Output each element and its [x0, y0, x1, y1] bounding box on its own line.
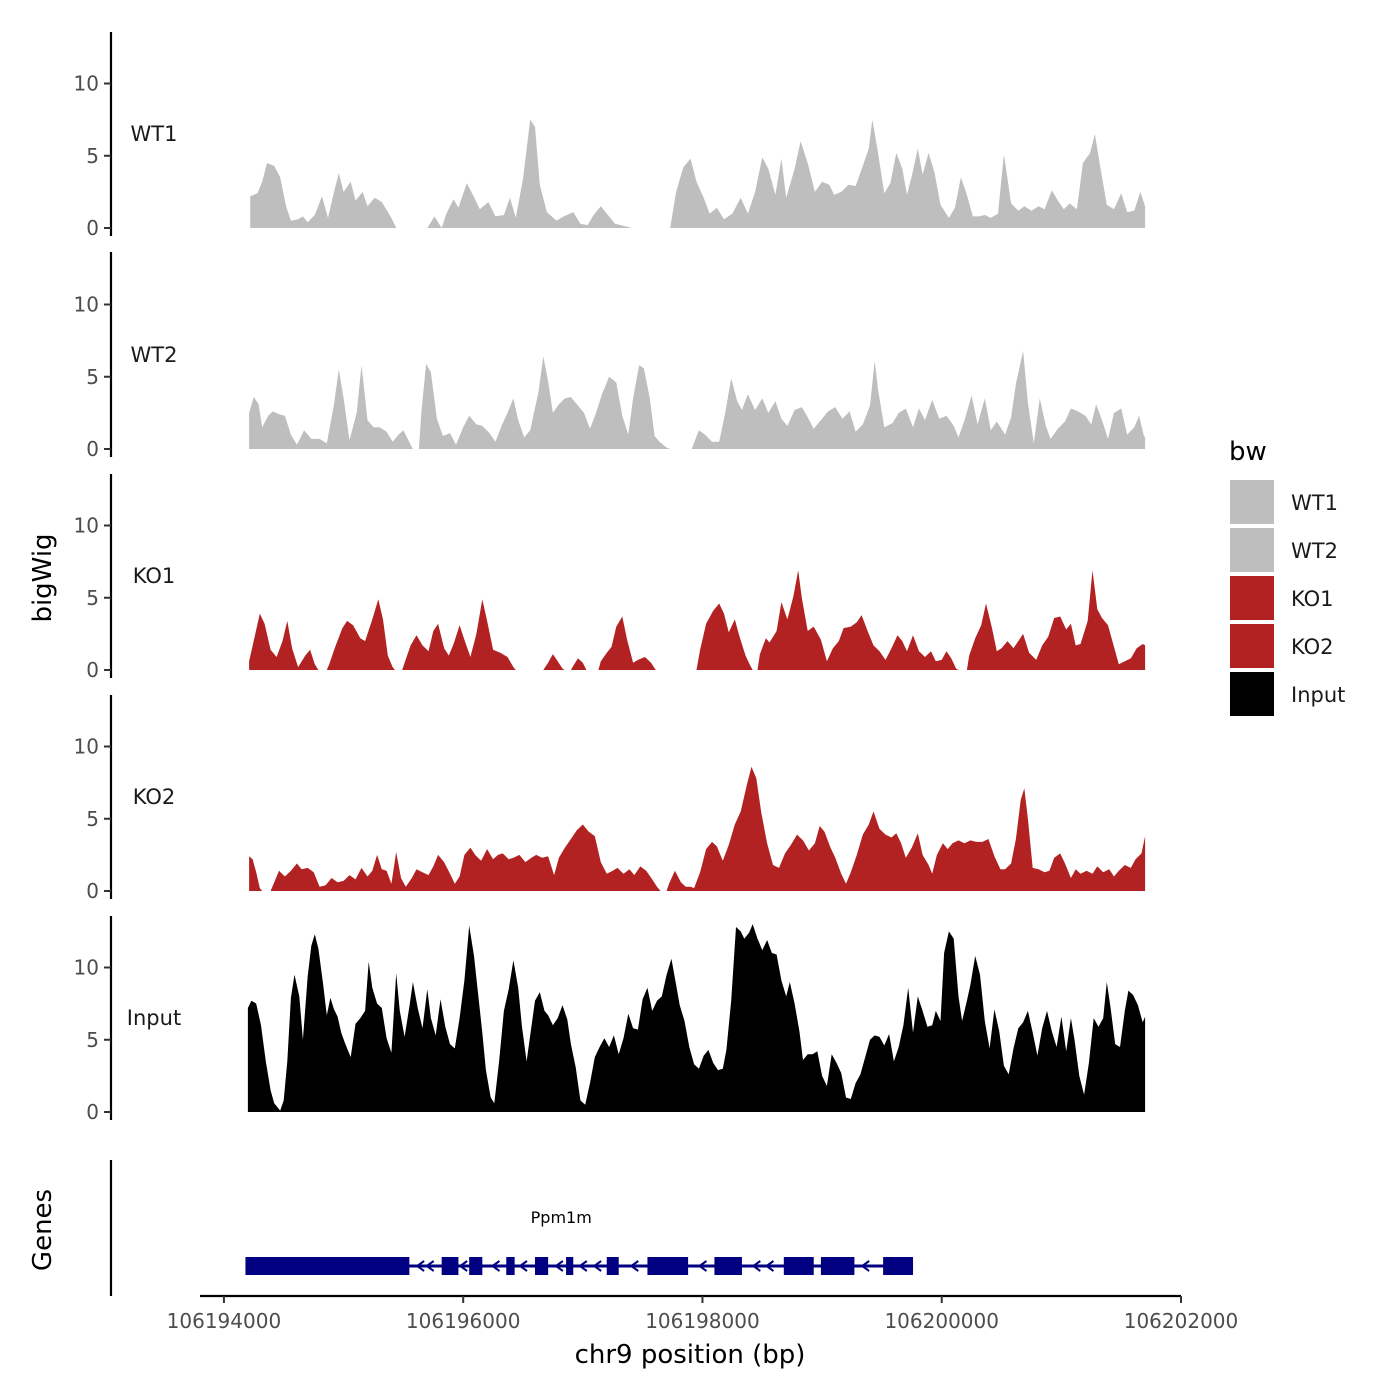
genes-axis-title: Genes: [28, 1189, 58, 1271]
gene-exon: [506, 1257, 515, 1275]
track-input: 0 5 10 Input: [74, 916, 1146, 1124]
gene-label: Ppm1m: [531, 1208, 592, 1227]
gene-exon: [469, 1257, 483, 1275]
signal-area-input: [247, 924, 1146, 1112]
legend-title: bw: [1229, 437, 1267, 467]
legend-key-input: [1230, 672, 1274, 716]
x-tick-label: 106194000: [167, 1309, 282, 1333]
gene-exon: [783, 1257, 814, 1275]
y-tick-label: 10: [74, 735, 99, 759]
legend-key-wt2: [1230, 528, 1274, 572]
gene-exon: [245, 1257, 410, 1275]
gene-exon: [606, 1257, 619, 1275]
track-label-wt1: WT1: [131, 122, 178, 146]
strand-arrow-icon: [424, 1260, 435, 1272]
strand-arrow-icon: [518, 1260, 528, 1272]
y-tick-label: 10: [74, 514, 99, 538]
signal-area-ko2: [249, 766, 1146, 891]
legend-key-ko2: [1230, 624, 1274, 668]
y-tick-label: 0: [86, 879, 99, 903]
y-tick-label: 5: [86, 1028, 99, 1052]
legend-key-ko1: [1230, 576, 1274, 620]
strand-arrow-icon: [860, 1260, 870, 1272]
x-axis-title: chr9 position (bp): [575, 1340, 806, 1370]
signal-area-ko1: [249, 570, 1146, 670]
strand-arrow-icon: [415, 1260, 425, 1272]
legend-label-input: Input: [1291, 683, 1345, 707]
strand-arrow-icon: [578, 1260, 588, 1272]
legend-label-wt1: WT1: [1291, 491, 1338, 515]
y-tick-label: 0: [86, 437, 99, 461]
track-ko1: 0 5 10 KO1: [74, 474, 1146, 682]
strand-arrow-icon: [697, 1260, 708, 1272]
gene-exon: [714, 1257, 742, 1275]
y-tick-label: 0: [86, 1100, 99, 1124]
signal-area-wt1: [250, 119, 1146, 228]
y-tick-label: 5: [86, 365, 99, 389]
gene-exon: [566, 1257, 574, 1275]
track-wt1: 0 5 10 WT1: [74, 32, 1146, 240]
legend-label-ko1: KO1: [1291, 587, 1334, 611]
strand-arrow-icon: [490, 1260, 501, 1272]
x-tick-label: 106196000: [406, 1309, 521, 1333]
y-tick-label: 5: [86, 586, 99, 610]
track-label-ko1: KO1: [133, 564, 176, 588]
gene-exon: [820, 1257, 855, 1275]
bigwig-tracks: 0 5 10 WT1 0 5 10 WT2 0 5 10 KO1 0 5 10 KO2 0 5 10 Input: [74, 32, 1146, 1124]
x-tick-label: 106198000: [645, 1309, 760, 1333]
signal-area-wt2: [249, 350, 1146, 449]
strand-arrow-icon: [629, 1260, 639, 1272]
y-tick-label: 10: [74, 72, 99, 96]
y-tick-label: 5: [86, 807, 99, 831]
legend-key-wt1: [1230, 480, 1274, 524]
y-axis-title: bigWig: [28, 533, 58, 622]
gene-exon: [534, 1257, 549, 1275]
x-tick-label: 106200000: [884, 1309, 999, 1333]
gene-track: Ppm1m: [109, 1160, 914, 1296]
gene-exon: [441, 1257, 459, 1275]
track-ko2: 0 5 10 KO2: [74, 695, 1146, 903]
x-axis: 106194000 106196000 106198000 106200000 1062…: [167, 1294, 1239, 1333]
track-label-input: Input: [127, 1006, 181, 1030]
y-tick-label: 5: [86, 144, 99, 168]
legend-label-ko2: KO2: [1291, 635, 1334, 659]
gene-exon: [883, 1257, 914, 1275]
strand-arrow-icon: [751, 1260, 761, 1272]
y-tick-label: 0: [86, 658, 99, 682]
track-label-ko2: KO2: [133, 785, 176, 809]
y-tick-label: 10: [74, 956, 99, 980]
x-tick-label: 106202000: [1124, 1309, 1239, 1333]
strand-arrow-icon: [764, 1260, 775, 1272]
strand-arrow-icon: [592, 1260, 602, 1272]
y-tick-label: 10: [74, 293, 99, 317]
strand-arrow-icon: [458, 1260, 468, 1272]
y-tick-label: 0: [86, 216, 99, 240]
strand-arrow-icon: [554, 1260, 564, 1272]
track-label-wt2: WT2: [131, 343, 178, 367]
legend-label-wt2: WT2: [1291, 539, 1338, 563]
legend: bw WT1 WT2 KO1 KO2 Input: [1229, 437, 1345, 716]
track-wt2: 0 5 10 WT2: [74, 252, 1146, 461]
gene-exon: [647, 1257, 689, 1275]
